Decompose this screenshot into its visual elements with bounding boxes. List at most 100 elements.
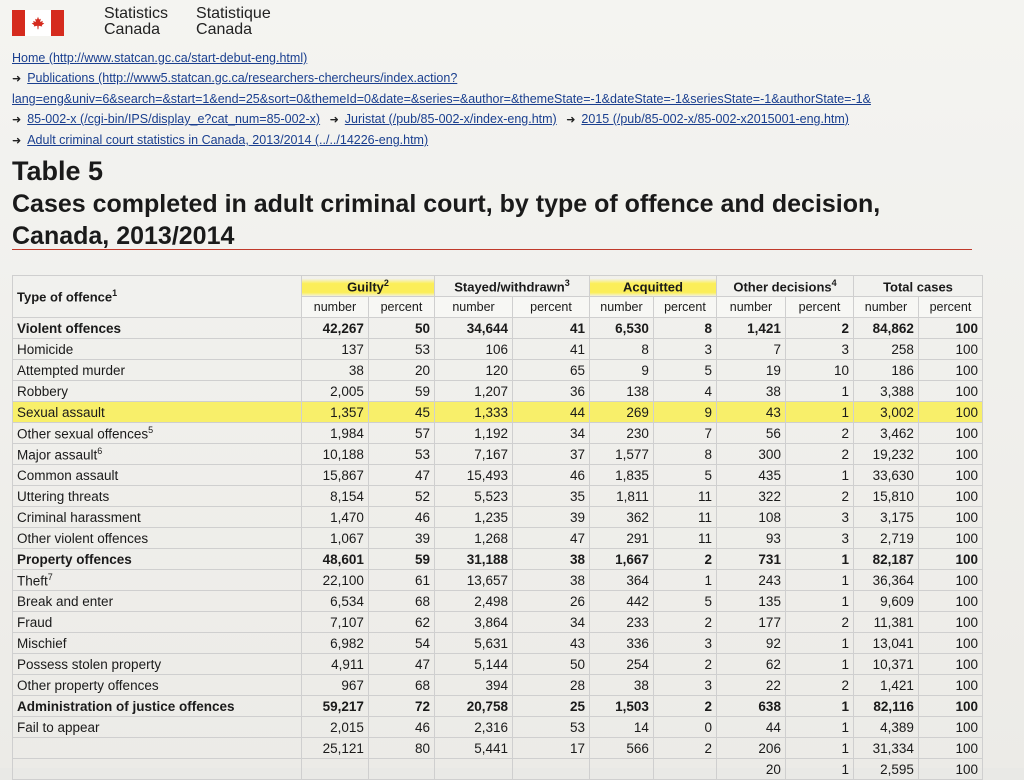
cell-guilty-percent: 52 [367,485,436,507]
table-row: Possess stolen property 4,911 47 5,144 50 254… [12,653,984,675]
cell-other-number: 300 [716,443,786,465]
header-acquitted: Acquitted [589,275,717,297]
cell-total-number: 3,388 [853,380,919,402]
breadcrumb-link-publications-cont[interactable]: lang=eng&univ=6&search=&start=1&end=25&s… [12,92,871,106]
cell-stayed-number [433,758,514,780]
cell-guilty-percent: 59 [367,548,436,570]
table-row: Uttering threats 8,154 52 5,523 35 1,811 11 322… [12,485,984,507]
cell-total-percent: 100 [917,611,984,633]
cell-acquitted-number: 364 [589,569,654,591]
cell-other-number: 731 [716,548,786,570]
cell-other-number: 22 [716,674,786,696]
cell-guilty-percent: 46 [367,716,436,738]
cell-acquitted-percent: 2 [652,548,718,570]
cell-acquitted-number: 8 [589,338,654,360]
breadcrumb-link-85-002-x[interactable]: 85-002-x (/cgi-bin/IPS/display_e?cat_num… [27,112,321,126]
breadcrumb-link-juristat[interactable]: Juristat (/pub/85-002-x/index-eng.htm) [344,112,557,126]
arrow-right-icon: ➜ [12,114,22,126]
cell-guilty-percent: 47 [367,464,436,486]
cell-other-percent: 1 [784,632,855,654]
cell-other-percent: 1 [784,653,855,675]
cell-guilty-percent: 68 [367,590,436,612]
table-row: Property offences 48,601 59 31,188 38 1,667 2 7… [12,548,984,570]
cell-stayed-number: 5,144 [433,653,514,675]
header-type-of-offence: Type of offence1 [12,275,302,318]
cell-acquitted-percent: 0 [652,716,718,738]
cell-other-number: 1,421 [716,317,786,339]
cell-other-percent: 1 [784,737,855,759]
breadcrumb-article: ➜ Adult criminal court statistics in Cana… [12,130,1012,151]
cell-guilty-percent: 47 [367,653,436,675]
cell-total-percent: 100 [917,695,984,717]
breadcrumb-publications: ➜ Publications (http://www5.statcan.gc.ca… [12,68,1012,89]
cell-total-number: 36,364 [853,569,919,591]
cell-acquitted-number: 1,667 [589,548,654,570]
cell-other-percent: 1 [784,380,855,402]
cell-other-percent: 3 [784,338,855,360]
table-body: Violent offences 42,267 50 34,644 41 6,530 8 1,… [12,317,984,780]
cell-offence [12,737,302,759]
breadcrumb-link-home[interactable]: Home (http://www.statcan.gc.ca/start-deb… [12,51,308,65]
cell-guilty-percent: 62 [367,611,436,633]
cell-guilty-number: 2,015 [301,716,369,738]
table-row: Theft7 22,100 61 13,657 38 364 1 243 1 36,364 100 [12,569,984,591]
cell-guilty-percent: 53 [367,443,436,465]
table-row: 20 1 2,595 100 [12,758,984,780]
breadcrumb-publications-cont: lang=eng&univ=6&search=&start=1&end=25&s… [12,89,1012,109]
cell-offence: Major assault6 [12,443,302,465]
cell-total-number: 84,862 [853,317,919,339]
cell-acquitted-number: 291 [589,527,654,549]
cell-stayed-number: 2,498 [433,590,514,612]
header-stayed-withdrawn: Stayed/withdrawn3 [434,275,590,297]
table-row: Criminal harassment 1,470 46 1,235 39 362 11 10… [12,506,984,528]
cell-other-percent: 2 [784,611,855,633]
cell-guilty-percent: 53 [367,338,436,360]
cell-acquitted-percent: 2 [652,653,718,675]
cell-guilty-number: 1,067 [301,527,369,549]
subheader-total-cases-percent: percent [917,296,984,318]
subheader-acquitted-percent: percent [652,296,718,318]
cell-guilty-number: 4,911 [301,653,369,675]
cell-other-number: 56 [716,422,786,444]
cell-acquitted-number: 9 [589,359,654,381]
cell-total-percent: 100 [917,485,984,507]
cell-stayed-percent: 34 [512,422,590,444]
cell-acquitted-percent: 5 [652,359,718,381]
cell-other-number: 135 [716,590,786,612]
cell-stayed-number: 394 [433,674,514,696]
cell-total-number: 3,002 [853,401,919,423]
cell-total-number: 3,462 [853,422,919,444]
cell-stayed-percent: 35 [512,485,590,507]
cell-acquitted-percent: 2 [652,737,718,759]
cell-other-number: 206 [716,737,786,759]
table-title: Cases completed in adult criminal court,… [12,190,881,250]
cell-stayed-number: 120 [433,359,514,381]
breadcrumb-link-publications[interactable]: Publications (http://www5.statcan.gc.ca/… [27,71,458,85]
cell-total-number: 31,334 [853,737,919,759]
cell-stayed-percent: 46 [512,464,590,486]
cell-other-percent: 2 [784,422,855,444]
breadcrumb-link-article[interactable]: Adult criminal court statistics in Canad… [27,133,429,147]
subheader-stayed-withdrawn-percent: percent [512,296,590,318]
cell-total-number: 2,719 [853,527,919,549]
cell-stayed-percent: 37 [512,443,590,465]
cell-other-number: 243 [716,569,786,591]
cell-other-percent: 2 [784,485,855,507]
cell-guilty-percent: 46 [367,506,436,528]
cell-stayed-percent [512,758,590,780]
cell-total-number: 15,810 [853,485,919,507]
cell-acquitted-percent: 11 [652,527,718,549]
table-row: Major assault6 10,188 53 7,167 37 1,577 8 300 2 1… [12,443,984,465]
cell-acquitted-number: 442 [589,590,654,612]
cell-total-percent: 100 [917,317,984,339]
cell-total-number: 2,595 [853,758,919,780]
cell-acquitted-number: 254 [589,653,654,675]
cell-other-percent: 1 [784,464,855,486]
cell-guilty-percent: 61 [367,569,436,591]
cell-stayed-percent: 38 [512,548,590,570]
breadcrumb-link-2015[interactable]: 2015 (/pub/85-002-x/85-002-x2015001-eng.… [581,112,849,126]
cell-other-number: 93 [716,527,786,549]
cell-guilty-number: 59,217 [301,695,369,717]
cell-stayed-number: 3,864 [433,611,514,633]
cell-stayed-percent: 36 [512,380,590,402]
